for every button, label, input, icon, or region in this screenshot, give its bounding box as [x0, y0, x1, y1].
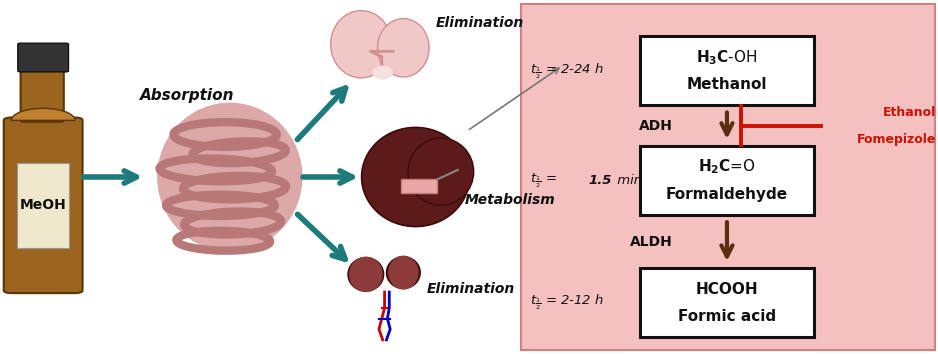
FancyBboxPatch shape: [640, 268, 813, 337]
Ellipse shape: [348, 258, 384, 291]
FancyBboxPatch shape: [4, 118, 83, 293]
Ellipse shape: [388, 256, 418, 290]
Text: $t_{\frac{1}{2}}$ = 2-12 h: $t_{\frac{1}{2}}$ = 2-12 h: [530, 293, 604, 312]
Text: MeOH: MeOH: [20, 198, 67, 212]
Text: $t_{\frac{1}{2}}$ = 2-24 h: $t_{\frac{1}{2}}$ = 2-24 h: [530, 61, 604, 80]
Ellipse shape: [361, 127, 469, 227]
Ellipse shape: [386, 257, 420, 289]
FancyBboxPatch shape: [17, 163, 69, 248]
Text: Formaldehyde: Formaldehyde: [666, 187, 788, 202]
Ellipse shape: [349, 257, 383, 292]
Text: Methanol: Methanol: [687, 78, 767, 92]
Text: Elimination: Elimination: [435, 16, 523, 30]
FancyBboxPatch shape: [18, 43, 68, 72]
Text: $\mathbf{H_2C}$=O: $\mathbf{H_2C}$=O: [698, 158, 756, 176]
Text: min: min: [613, 174, 643, 187]
Text: $\mathbf{H_3C}$-OH: $\mathbf{H_3C}$-OH: [696, 48, 758, 67]
Ellipse shape: [330, 11, 392, 78]
Text: Absorption: Absorption: [141, 88, 234, 103]
Text: Ethanol: Ethanol: [883, 106, 936, 119]
FancyBboxPatch shape: [21, 69, 64, 122]
Text: HCOOH: HCOOH: [696, 282, 758, 297]
Ellipse shape: [408, 138, 474, 205]
Ellipse shape: [377, 19, 429, 77]
Text: ALDH: ALDH: [629, 235, 673, 249]
Text: $t_{\frac{1}{2}}$ =: $t_{\frac{1}{2}}$ =: [530, 171, 558, 190]
Text: Formic acid: Formic acid: [678, 309, 776, 324]
Ellipse shape: [372, 65, 393, 80]
Text: ADH: ADH: [639, 119, 673, 133]
Ellipse shape: [157, 103, 303, 251]
Bar: [521, 4, 935, 350]
Text: Metabolism: Metabolism: [464, 193, 555, 207]
Wedge shape: [11, 108, 75, 120]
Text: Fomepizole: Fomepizole: [856, 133, 936, 145]
Text: 1.5: 1.5: [588, 174, 612, 187]
Text: Elimination: Elimination: [427, 281, 515, 296]
FancyBboxPatch shape: [640, 146, 813, 215]
FancyBboxPatch shape: [401, 179, 437, 193]
FancyBboxPatch shape: [640, 36, 813, 105]
